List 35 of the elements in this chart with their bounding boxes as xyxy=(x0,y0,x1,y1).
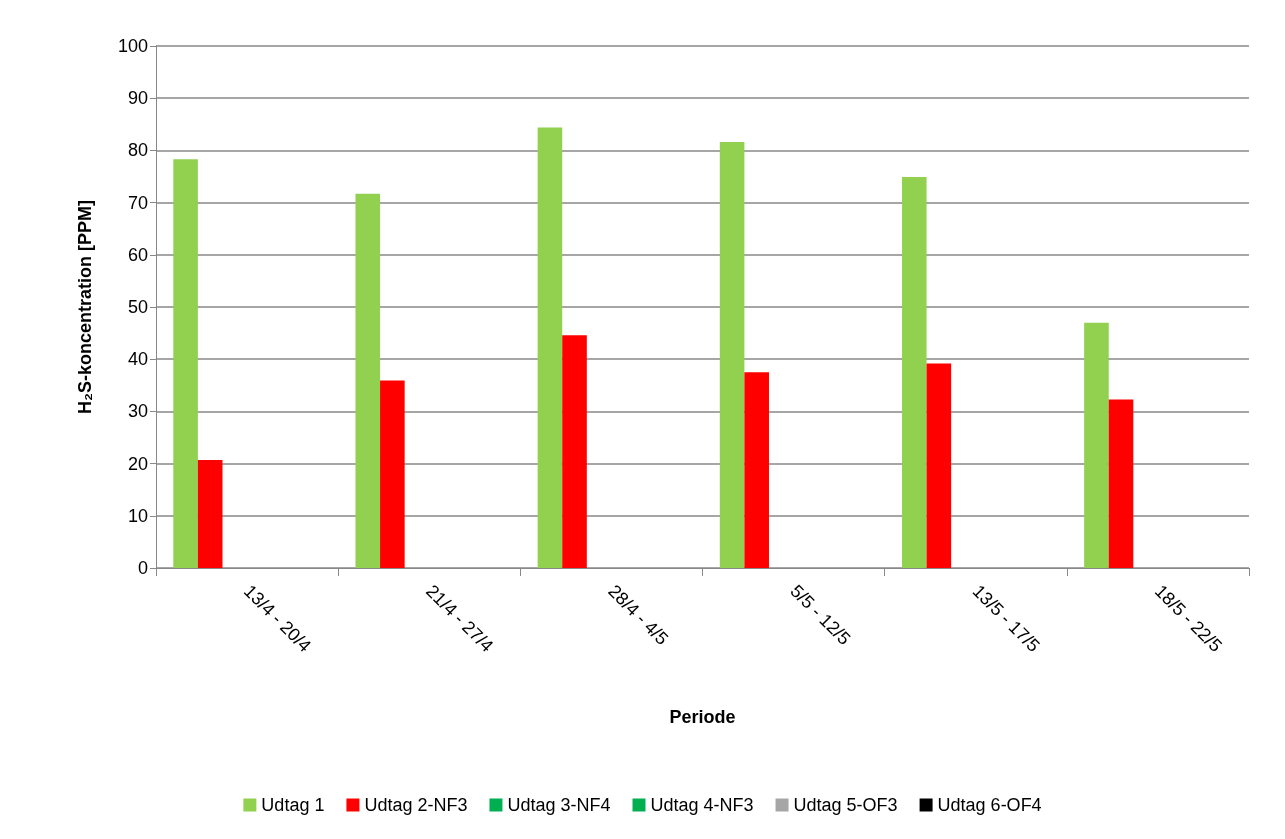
bar xyxy=(901,177,927,568)
legend-label: Udtag 5-OF3 xyxy=(793,795,898,815)
legend-label: Udtag 6-OF4 xyxy=(937,795,1042,815)
x-axis-title: Periode xyxy=(669,707,736,727)
y-tick-label: 40 xyxy=(127,349,148,370)
x-tick-label: 18/5 - 22/5 xyxy=(1150,580,1226,656)
x-tick-label: 13/5 - 17/5 xyxy=(968,580,1044,656)
x-tick-label: 5/5 - 12/5 xyxy=(786,580,855,649)
bar xyxy=(355,193,381,568)
legend-label: Udtag 3-NF4 xyxy=(507,795,611,815)
legend-label: Udtag 2-NF3 xyxy=(364,795,468,815)
y-tick-label: 50 xyxy=(127,297,148,317)
bar xyxy=(173,159,198,568)
bar xyxy=(197,459,223,568)
y-tick-label: 80 xyxy=(127,140,148,161)
y-tick-label: 20 xyxy=(127,453,148,474)
y-tick-label: 30 xyxy=(127,401,148,422)
y-tick-label: 70 xyxy=(127,192,148,213)
x-tick-label: 13/4 - 20/4 xyxy=(240,580,315,656)
bar xyxy=(1108,399,1134,568)
y-tick-label: 60 xyxy=(127,244,148,265)
y-tick-label: 0 xyxy=(137,558,148,578)
legend-label: Udtag 1 xyxy=(261,795,325,815)
y-tick-label: 90 xyxy=(127,88,148,109)
y-tick-label: 10 xyxy=(127,505,148,526)
bar xyxy=(744,372,769,568)
legend-label: Udtag 4-NF3 xyxy=(650,795,754,815)
bar xyxy=(1084,322,1109,568)
bar xyxy=(926,363,952,568)
bar xyxy=(537,127,563,568)
y-tick-label: 100 xyxy=(117,36,148,56)
y-axis-title: H₂S-koncentration [PPM] xyxy=(75,199,95,415)
bar xyxy=(380,380,405,568)
bar xyxy=(562,335,587,568)
bar xyxy=(719,142,745,568)
